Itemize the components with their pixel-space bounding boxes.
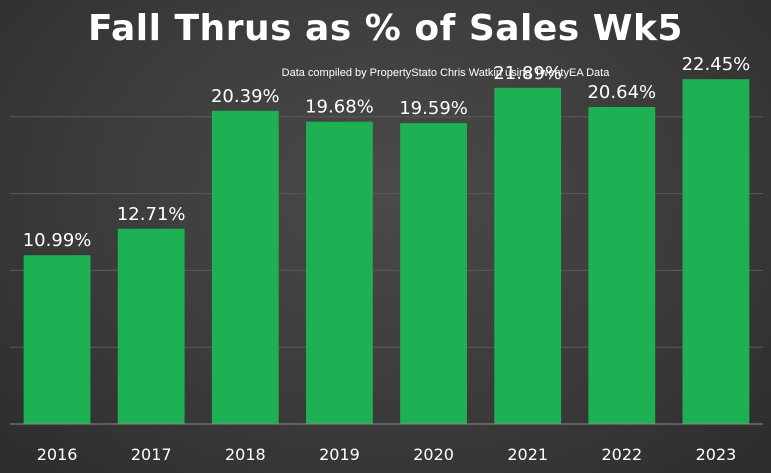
x-tick-2023: 2023 [696, 445, 737, 464]
data-label-2018: 20.39% [211, 86, 280, 107]
bar-2020 [400, 123, 467, 425]
x-tick-2022: 2022 [601, 445, 642, 464]
bar-2017 [117, 228, 185, 424]
bar-2022 [588, 106, 656, 424]
bar-2019 [306, 121, 373, 424]
x-tick-2018: 2018 [225, 445, 266, 464]
data-label-2023: 22.45% [682, 54, 751, 75]
x-tick-2021: 2021 [507, 445, 548, 464]
bar-2016 [23, 255, 91, 424]
bars [23, 79, 750, 425]
x-tick-2019: 2019 [319, 445, 360, 464]
bar-2023 [682, 79, 750, 424]
chart-title: Fall Thrus as % of Sales Wk5 [88, 8, 683, 49]
bar-2021 [494, 87, 562, 425]
data-label-2022: 20.64% [587, 82, 656, 103]
x-tick-labels: 2016 2017 2018 2019 2020 2021 2022 2023 [37, 445, 737, 464]
data-label-2020: 19.59% [399, 98, 468, 119]
x-tick-2017: 2017 [131, 445, 172, 464]
bar-2018 [211, 110, 279, 424]
x-tick-2020: 2020 [413, 445, 454, 464]
data-label-2016: 10.99% [23, 230, 92, 251]
chart-subtitle: Data compiled by PropertyStato Chris Wat… [281, 67, 610, 79]
data-label-2021: 21.89% [493, 63, 562, 84]
value-labels: 10.99% 12.71% 20.39% 19.68% 19.59% 21.89% 20.6… [23, 54, 751, 251]
data-label-2017: 12.71% [117, 204, 186, 225]
data-label-2019: 19.68% [305, 97, 374, 118]
x-tick-2016: 2016 [37, 445, 78, 464]
